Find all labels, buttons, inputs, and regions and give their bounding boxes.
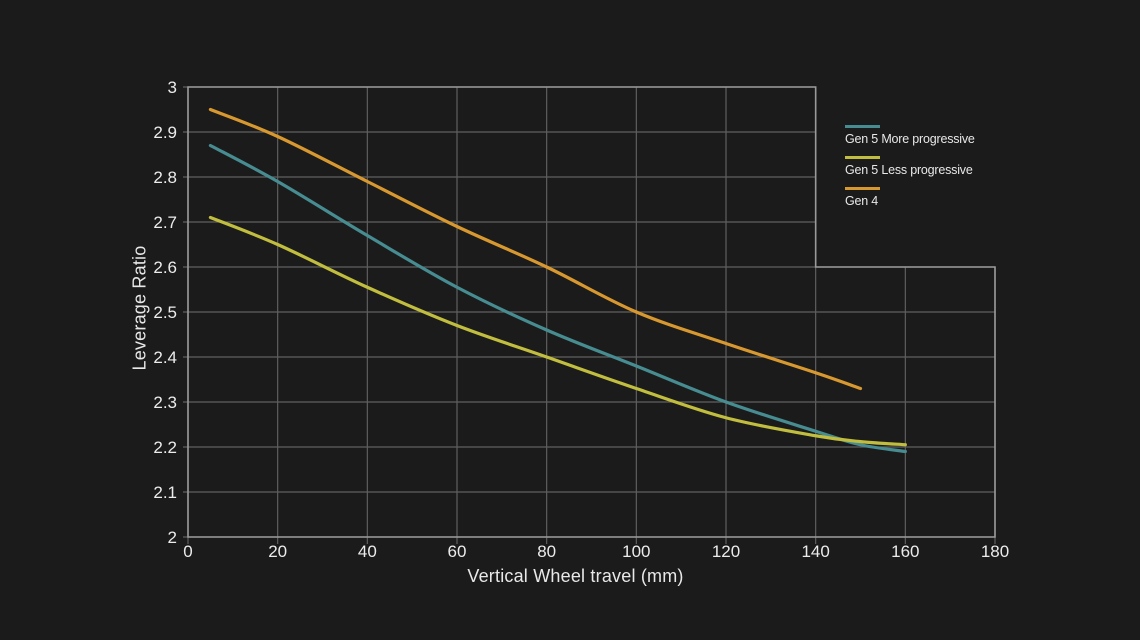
x-tick-label: 0: [183, 542, 192, 561]
series-line-gen-5-more-progressive: [208, 143, 907, 454]
y-tick-label: 2.5: [153, 303, 177, 322]
x-axis-title: Vertical Wheel travel (mm): [467, 566, 684, 586]
y-tick-label: 2.7: [153, 213, 177, 232]
plot-border: [187, 86, 996, 538]
x-tick-label: 20: [268, 542, 287, 561]
legend-swatch-gen4: [845, 187, 880, 190]
y-tick-label: 2.8: [153, 168, 177, 187]
legend-swatch-gen5-more: [845, 125, 880, 128]
y-tick-label: 2: [168, 528, 177, 547]
x-tick-label: 160: [891, 542, 919, 561]
y-tick-label: 3: [168, 78, 177, 97]
y-tick-label: 2.1: [153, 483, 177, 502]
series-line-gen-5-less-progressive: [208, 215, 907, 447]
x-tick-label: 180: [981, 542, 1009, 561]
x-tick-label: 120: [712, 542, 740, 561]
legend-item-gen5-more: Gen 5 More progressive: [845, 125, 975, 146]
y-tick-label: 2.9: [153, 123, 177, 142]
x-tick-label: 60: [448, 542, 467, 561]
legend: Gen 5 More progressive Gen 5 Less progre…: [845, 125, 975, 218]
legend-label-gen4: Gen 4: [845, 194, 879, 208]
x-tick-label: 100: [622, 542, 650, 561]
y-tick-label: 2.6: [153, 258, 177, 277]
series-line-gen-4: [208, 107, 863, 391]
y-tick-label: 2.2: [153, 438, 177, 457]
x-tick-label: 140: [801, 542, 829, 561]
y-tick-label: 2.3: [153, 393, 177, 412]
legend-item-gen4: Gen 4: [845, 187, 975, 208]
legend-swatch-gen5-less: [845, 156, 880, 159]
x-tick-label: 40: [358, 542, 377, 561]
legend-label-gen5-less: Gen 5 Less progressive: [845, 163, 973, 177]
y-tick-label: 2.4: [153, 348, 177, 367]
legend-label-gen5-more: Gen 5 More progressive: [845, 132, 975, 146]
x-tick-label: 80: [537, 542, 556, 561]
y-axis-title: Leverage Ratio: [129, 245, 150, 371]
legend-item-gen5-less: Gen 5 Less progressive: [845, 156, 975, 177]
